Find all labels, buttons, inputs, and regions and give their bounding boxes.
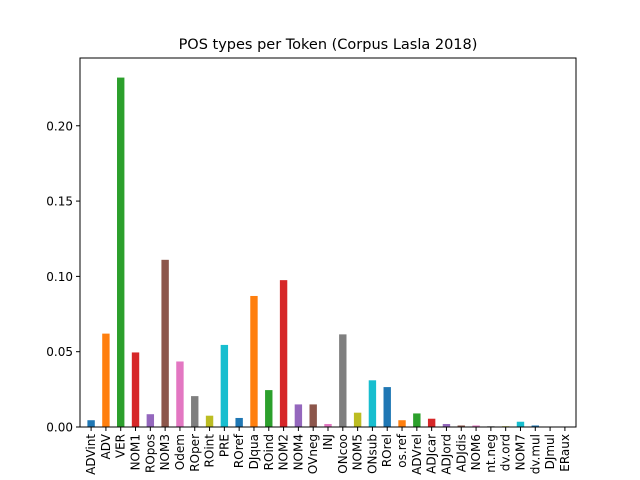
y-tick-label: 0.10 [46, 270, 73, 284]
y-tick-label: 0.20 [46, 119, 73, 133]
bars-group [87, 77, 569, 427]
x-tick-label: ONcoo [336, 434, 350, 474]
x-tick-label: ADJcar [425, 434, 439, 474]
x-tick-label: ROind [262, 434, 276, 470]
bar-proint [205, 415, 214, 427]
bar-pre [220, 344, 229, 427]
bar-nom5 [353, 412, 362, 427]
y-tick-label: 0.00 [46, 421, 73, 435]
chart-title: POS types per Token (Corpus Lasla 2018) [179, 37, 478, 53]
x-tick-label: DJmul [543, 434, 557, 469]
bar-nom3 [161, 259, 169, 427]
x-tick-label: INJ [321, 434, 335, 450]
x-tick-label: ADJord [439, 434, 453, 475]
x-tick-label: NOM3 [158, 434, 172, 470]
x-tick-label: ADVint [84, 434, 98, 475]
bar-proper [191, 396, 199, 427]
plot-frame [79, 57, 577, 428]
y-tick-label: 0.05 [46, 345, 73, 359]
bar-adv [102, 333, 110, 427]
x-tick-label: ONsub [365, 434, 379, 474]
x-tick-label: NOM5 [351, 434, 365, 470]
x-tick-label: ROper [188, 434, 202, 472]
bar-advneg [309, 404, 317, 427]
x-tick-label: Odem [173, 434, 187, 470]
bar-concoo [339, 334, 347, 427]
x-tick-label: NOM6 [469, 434, 483, 470]
x-tick-label: ROref [232, 433, 246, 468]
x-tick-label: NOM1 [129, 434, 143, 470]
bar-pos-ref [398, 420, 406, 427]
x-tick-label: ROrel [380, 434, 394, 467]
x-tick-label: NOM2 [277, 434, 291, 470]
x-tick-label: ADVrel [410, 434, 424, 475]
x-tick-label: VER [114, 434, 128, 458]
x-tick-label: PRE [217, 434, 231, 457]
x-tick-label: nt.neg [484, 434, 498, 473]
x-tick-label: DJqua [247, 434, 261, 469]
y-tick-label: 0.15 [46, 195, 73, 209]
bar-adjqua [250, 295, 258, 427]
bar-consub [368, 380, 377, 427]
x-tick-label: ADJdis [454, 434, 468, 472]
bar-nom7 [516, 421, 525, 427]
x-tick-label: ROpos [143, 434, 157, 473]
bar-advint [87, 420, 95, 427]
bar-adjcar [427, 418, 436, 427]
bar-nom4 [294, 404, 303, 427]
bar-adjord [442, 423, 451, 427]
x-tick-label: NOM7 [513, 434, 527, 470]
x-tick-label: ROint [203, 434, 217, 468]
bar-advrel [413, 413, 421, 427]
x-tick-label: dv.mul [528, 434, 542, 474]
x-tick-label: OVneg [306, 434, 320, 474]
x-tick-label: ADV [99, 433, 113, 459]
bar-proref [235, 417, 243, 427]
x-tick-label: os.ref [395, 433, 409, 467]
bar-prorel [383, 387, 391, 427]
bar-prodem [176, 361, 184, 427]
bar-nom6 [472, 425, 480, 427]
bar-propos [146, 414, 155, 427]
bar-adv-mul [531, 425, 539, 427]
x-tick-label: ERaux [558, 434, 572, 472]
x-tick-label: dv.ord [499, 434, 513, 471]
bar-ver [117, 77, 125, 427]
y-axis: 0.00 0.05 0.10 0.15 0.20 [46, 119, 80, 435]
x-tick-label: NOM4 [291, 434, 305, 470]
bar-proind [265, 390, 273, 427]
bar-adjdis [457, 425, 465, 427]
bar-nom1 [131, 352, 140, 427]
bar-inj [324, 423, 332, 427]
x-axis: ADVint ADV VER NOM1 ROpos NOM3 Odem ROper ROint P… [84, 427, 572, 475]
bar-nom2 [279, 280, 288, 427]
